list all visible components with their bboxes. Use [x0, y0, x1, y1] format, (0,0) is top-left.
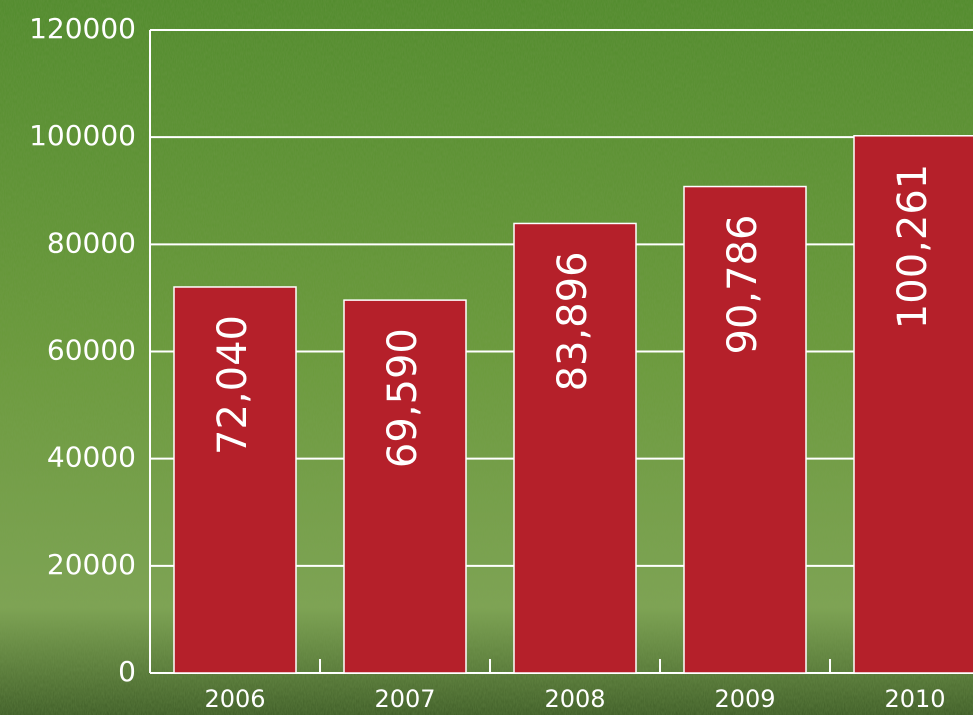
- y-tick-label: 80000: [47, 226, 136, 259]
- y-tick-label: 100000: [29, 119, 136, 152]
- value-label: 100,261: [890, 164, 936, 329]
- value-label: 69,590: [380, 328, 426, 468]
- value-label: 90,786: [720, 215, 766, 355]
- y-tick-label: 20000: [47, 548, 136, 581]
- x-tick-label: 2007: [374, 685, 435, 713]
- value-label: 83,896: [550, 251, 596, 391]
- y-tick-label: 40000: [47, 441, 136, 474]
- x-tick-label: 2009: [714, 685, 775, 713]
- value-label: 72,040: [210, 315, 256, 455]
- y-tick-label: 60000: [47, 334, 136, 367]
- x-tick-label: 2006: [204, 685, 265, 713]
- chart: 0 20000 40000 60000 80000 100000 120000 2006 72,…: [0, 0, 973, 715]
- y-tick-label: 120000: [29, 12, 136, 45]
- y-tick-label: 0: [118, 655, 136, 688]
- x-tick-label: 2010: [884, 685, 945, 713]
- x-tick-label: 2008: [544, 685, 605, 713]
- page: 0 20000 40000 60000 80000 100000 120000 2006 72,…: [0, 0, 973, 715]
- grass-texture: [0, 0, 973, 715]
